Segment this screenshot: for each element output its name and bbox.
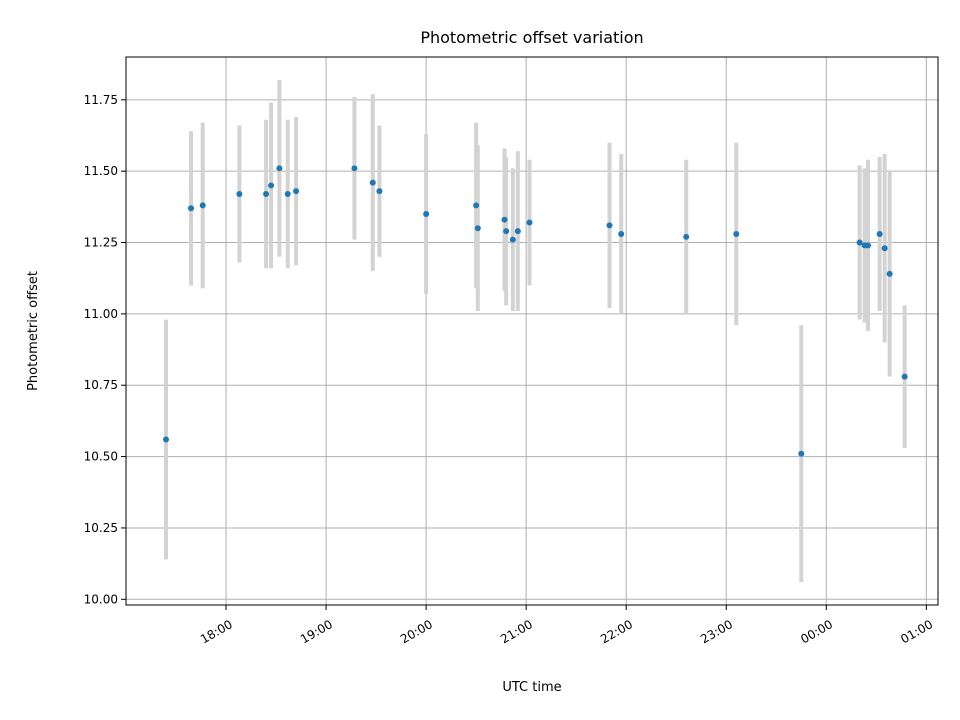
data-point <box>864 242 871 249</box>
data-point <box>236 191 243 197</box>
x-tick-label: 00:00 <box>798 617 835 646</box>
x-tick-label: 01:00 <box>898 617 935 646</box>
y-tick-label: 10.75 <box>84 378 118 392</box>
data-point <box>268 182 275 189</box>
y-tick-label: 11.50 <box>84 164 118 178</box>
data-point <box>509 236 516 243</box>
y-axis-label: Photometric offset <box>26 271 41 391</box>
x-tick-label: 22:00 <box>598 617 635 646</box>
y-tick-label: 10.25 <box>84 521 118 535</box>
y-tick-label: 10.00 <box>84 592 118 606</box>
data-point <box>163 436 170 443</box>
data-point <box>376 188 383 195</box>
grid <box>126 57 938 605</box>
data-point <box>369 179 376 186</box>
data-point <box>526 219 533 226</box>
data-point <box>683 233 690 240</box>
x-tick-label: 19:00 <box>298 617 335 646</box>
data-point <box>618 230 625 237</box>
data-point <box>501 216 508 223</box>
x-tick-label: 21:00 <box>498 617 535 646</box>
data-point <box>293 188 300 195</box>
y-tick-label: 11.25 <box>84 236 118 250</box>
x-tick-label: 18:00 <box>198 617 235 646</box>
data-point <box>473 202 480 209</box>
data-point <box>351 165 358 172</box>
data-point <box>856 239 863 246</box>
data-point <box>901 373 908 380</box>
error-bars <box>164 79 907 583</box>
data-point <box>503 228 510 235</box>
data-point <box>423 210 430 217</box>
chart-title: Photometric offset variation <box>420 28 643 47</box>
data-point <box>199 202 206 209</box>
data-point <box>263 191 270 197</box>
data-point <box>284 191 291 197</box>
data-point <box>606 222 613 229</box>
x-axis-label: UTC time <box>502 680 561 695</box>
y-tick-label: 11.00 <box>84 307 118 321</box>
data-point <box>798 450 805 457</box>
y-tick-label: 11.75 <box>84 93 118 107</box>
data-point <box>876 230 883 237</box>
data-point <box>276 165 283 172</box>
x-tick-label: 23:00 <box>698 617 735 646</box>
x-tick-label: 20:00 <box>398 617 435 646</box>
data-points <box>163 165 908 457</box>
data-point <box>514 228 521 235</box>
y-tick-label: 10.50 <box>84 450 118 464</box>
data-point <box>188 205 195 212</box>
data-point <box>733 230 740 237</box>
data-point <box>474 225 481 232</box>
axis-ticks: 18:00 19:00 20:00 21:00 22:00 23:00 00:00 01:00… <box>84 93 936 647</box>
data-point <box>881 245 888 252</box>
data-point <box>886 270 893 277</box>
plot-frame <box>125 56 939 606</box>
